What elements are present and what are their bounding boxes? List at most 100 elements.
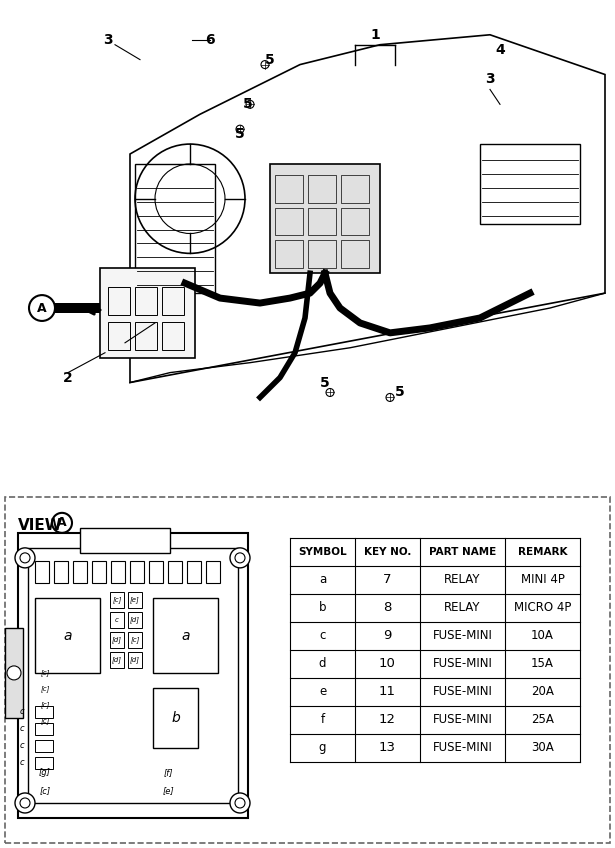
Text: A: A: [57, 516, 67, 529]
Circle shape: [29, 295, 55, 321]
Text: [d]: [d]: [130, 656, 140, 663]
Circle shape: [261, 60, 269, 69]
Text: [d]: [d]: [130, 616, 140, 623]
Text: 10A: 10A: [531, 629, 554, 643]
Text: [g]: [g]: [39, 768, 51, 778]
Bar: [153, 688, 198, 748]
Text: RELAY: RELAY: [444, 573, 481, 586]
Text: e: e: [319, 685, 326, 699]
Text: [c]: [c]: [41, 701, 50, 708]
Text: 25A: 25A: [531, 713, 554, 727]
Bar: [308, 208, 336, 236]
Text: MINI 4P: MINI 4P: [520, 573, 565, 586]
Text: REMARK: REMARK: [518, 547, 567, 557]
Text: 5: 5: [265, 53, 275, 67]
Text: [d]: [d]: [112, 637, 122, 644]
Circle shape: [326, 388, 334, 397]
Bar: [275, 241, 303, 268]
Bar: [128, 612, 142, 628]
Bar: [54, 561, 68, 583]
Text: MICRO 4P: MICRO 4P: [514, 601, 571, 615]
Circle shape: [52, 513, 72, 533]
Text: [c]: [c]: [41, 670, 50, 677]
Bar: [135, 322, 157, 349]
Text: FUSE-MINI: FUSE-MINI: [432, 629, 493, 643]
Text: b: b: [172, 711, 180, 725]
Bar: [110, 592, 124, 608]
Text: 11: 11: [379, 685, 396, 699]
Text: 9: 9: [383, 629, 392, 643]
Bar: [80, 527, 170, 553]
Bar: [341, 175, 369, 203]
Text: b: b: [319, 601, 326, 615]
Bar: [480, 144, 580, 224]
Text: FUSE-MINI: FUSE-MINI: [432, 741, 493, 755]
Bar: [35, 598, 100, 673]
Circle shape: [236, 126, 244, 133]
Bar: [35, 723, 53, 735]
Text: 15A: 15A: [531, 657, 554, 671]
Text: FUSE-MINI: FUSE-MINI: [432, 713, 493, 727]
Bar: [35, 706, 53, 718]
Bar: [206, 561, 220, 583]
Bar: [135, 164, 215, 293]
Text: 6: 6: [205, 33, 215, 47]
Text: c: c: [115, 616, 119, 623]
Bar: [341, 208, 369, 236]
Bar: [308, 175, 336, 203]
Text: c: c: [20, 707, 25, 717]
Text: SYMBOL: SYMBOL: [298, 547, 347, 557]
Text: FUSE-MINI: FUSE-MINI: [432, 685, 493, 699]
Bar: [168, 561, 182, 583]
Text: 1: 1: [370, 28, 380, 42]
Circle shape: [15, 793, 35, 813]
Text: c: c: [20, 741, 25, 750]
Text: [c]: [c]: [41, 717, 50, 724]
Bar: [341, 241, 369, 268]
Bar: [308, 241, 336, 268]
Bar: [275, 208, 303, 236]
Bar: [35, 740, 53, 752]
Text: [c]: [c]: [130, 637, 140, 644]
Polygon shape: [55, 303, 100, 313]
Text: 7: 7: [383, 573, 392, 586]
Text: 20A: 20A: [531, 685, 554, 699]
Bar: [128, 652, 142, 668]
Text: f: f: [320, 713, 325, 727]
Text: [c]: [c]: [41, 685, 50, 692]
Bar: [110, 632, 124, 648]
Text: [e]: [e]: [162, 786, 174, 795]
Bar: [153, 598, 218, 673]
Bar: [275, 175, 303, 203]
Bar: [130, 561, 144, 583]
Bar: [100, 268, 195, 358]
Bar: [108, 287, 130, 315]
Circle shape: [230, 548, 250, 568]
Bar: [110, 612, 124, 628]
Text: c: c: [20, 724, 25, 734]
Circle shape: [386, 393, 394, 401]
Bar: [28, 548, 238, 803]
Text: 3: 3: [103, 33, 113, 47]
Bar: [135, 287, 157, 315]
Text: KEY NO.: KEY NO.: [364, 547, 411, 557]
Text: 5: 5: [395, 386, 405, 399]
Circle shape: [230, 793, 250, 813]
Bar: [111, 561, 125, 583]
Bar: [35, 561, 49, 583]
Text: [c]: [c]: [39, 786, 50, 795]
Text: 10: 10: [379, 657, 396, 671]
Bar: [35, 757, 53, 769]
Text: [c]: [c]: [113, 596, 122, 603]
Text: 5: 5: [243, 98, 253, 111]
Bar: [187, 561, 201, 583]
Text: 5: 5: [235, 127, 245, 141]
Text: 8: 8: [383, 601, 392, 615]
Text: VIEW: VIEW: [18, 518, 63, 533]
Text: g: g: [319, 741, 326, 755]
Bar: [5, 628, 23, 718]
Bar: [162, 322, 184, 349]
Bar: [128, 632, 142, 648]
Text: 30A: 30A: [531, 741, 554, 755]
Text: 12: 12: [379, 713, 396, 727]
